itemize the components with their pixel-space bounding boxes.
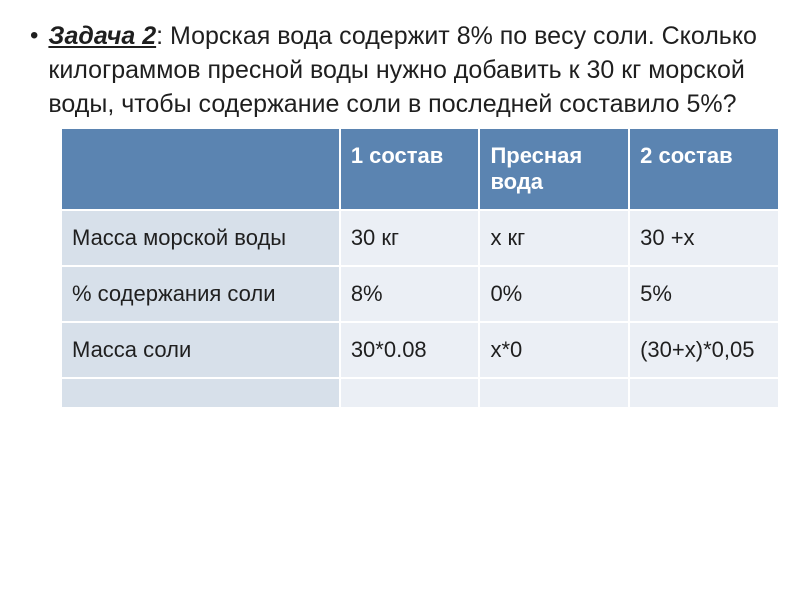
row-label: Масса морской воды [61,210,340,266]
header-blank [61,128,340,210]
header-col-2: Пресная вода [479,128,629,210]
row-label [61,378,340,408]
solution-table: 1 состав Пресная вода 2 состав Масса мор… [60,127,780,409]
cell: 30*0.08 [340,322,480,378]
problem-title: Задача 2 [48,22,156,50]
cell: 30 +х [629,210,779,266]
header-col-1: 1 состав [340,128,480,210]
problem-text: Задача 2: Морская вода содержит 8% по ве… [48,20,770,121]
problem-statement: • Задача 2: Морская вода содержит 8% по … [30,20,770,121]
table-row: % содержания соли 8% 0% 5% [61,266,779,322]
cell: 0% [479,266,629,322]
cell: 5% [629,266,779,322]
cell [479,378,629,408]
cell: х кг [479,210,629,266]
cell: х*0 [479,322,629,378]
cell: 8% [340,266,480,322]
table-row: Масса морской воды 30 кг х кг 30 +х [61,210,779,266]
table-header-row: 1 состав Пресная вода 2 состав [61,128,779,210]
row-label: Масса соли [61,322,340,378]
table-row: Масса соли 30*0.08 х*0 (30+х)*0,05 [61,322,779,378]
table-row [61,378,779,408]
data-table-wrap: 1 состав Пресная вода 2 состав Масса мор… [60,127,770,409]
row-label: % содержания соли [61,266,340,322]
cell: (30+х)*0,05 [629,322,779,378]
cell [629,378,779,408]
bullet-icon: • [30,20,38,51]
cell: 30 кг [340,210,480,266]
cell [340,378,480,408]
header-col-3: 2 состав [629,128,779,210]
